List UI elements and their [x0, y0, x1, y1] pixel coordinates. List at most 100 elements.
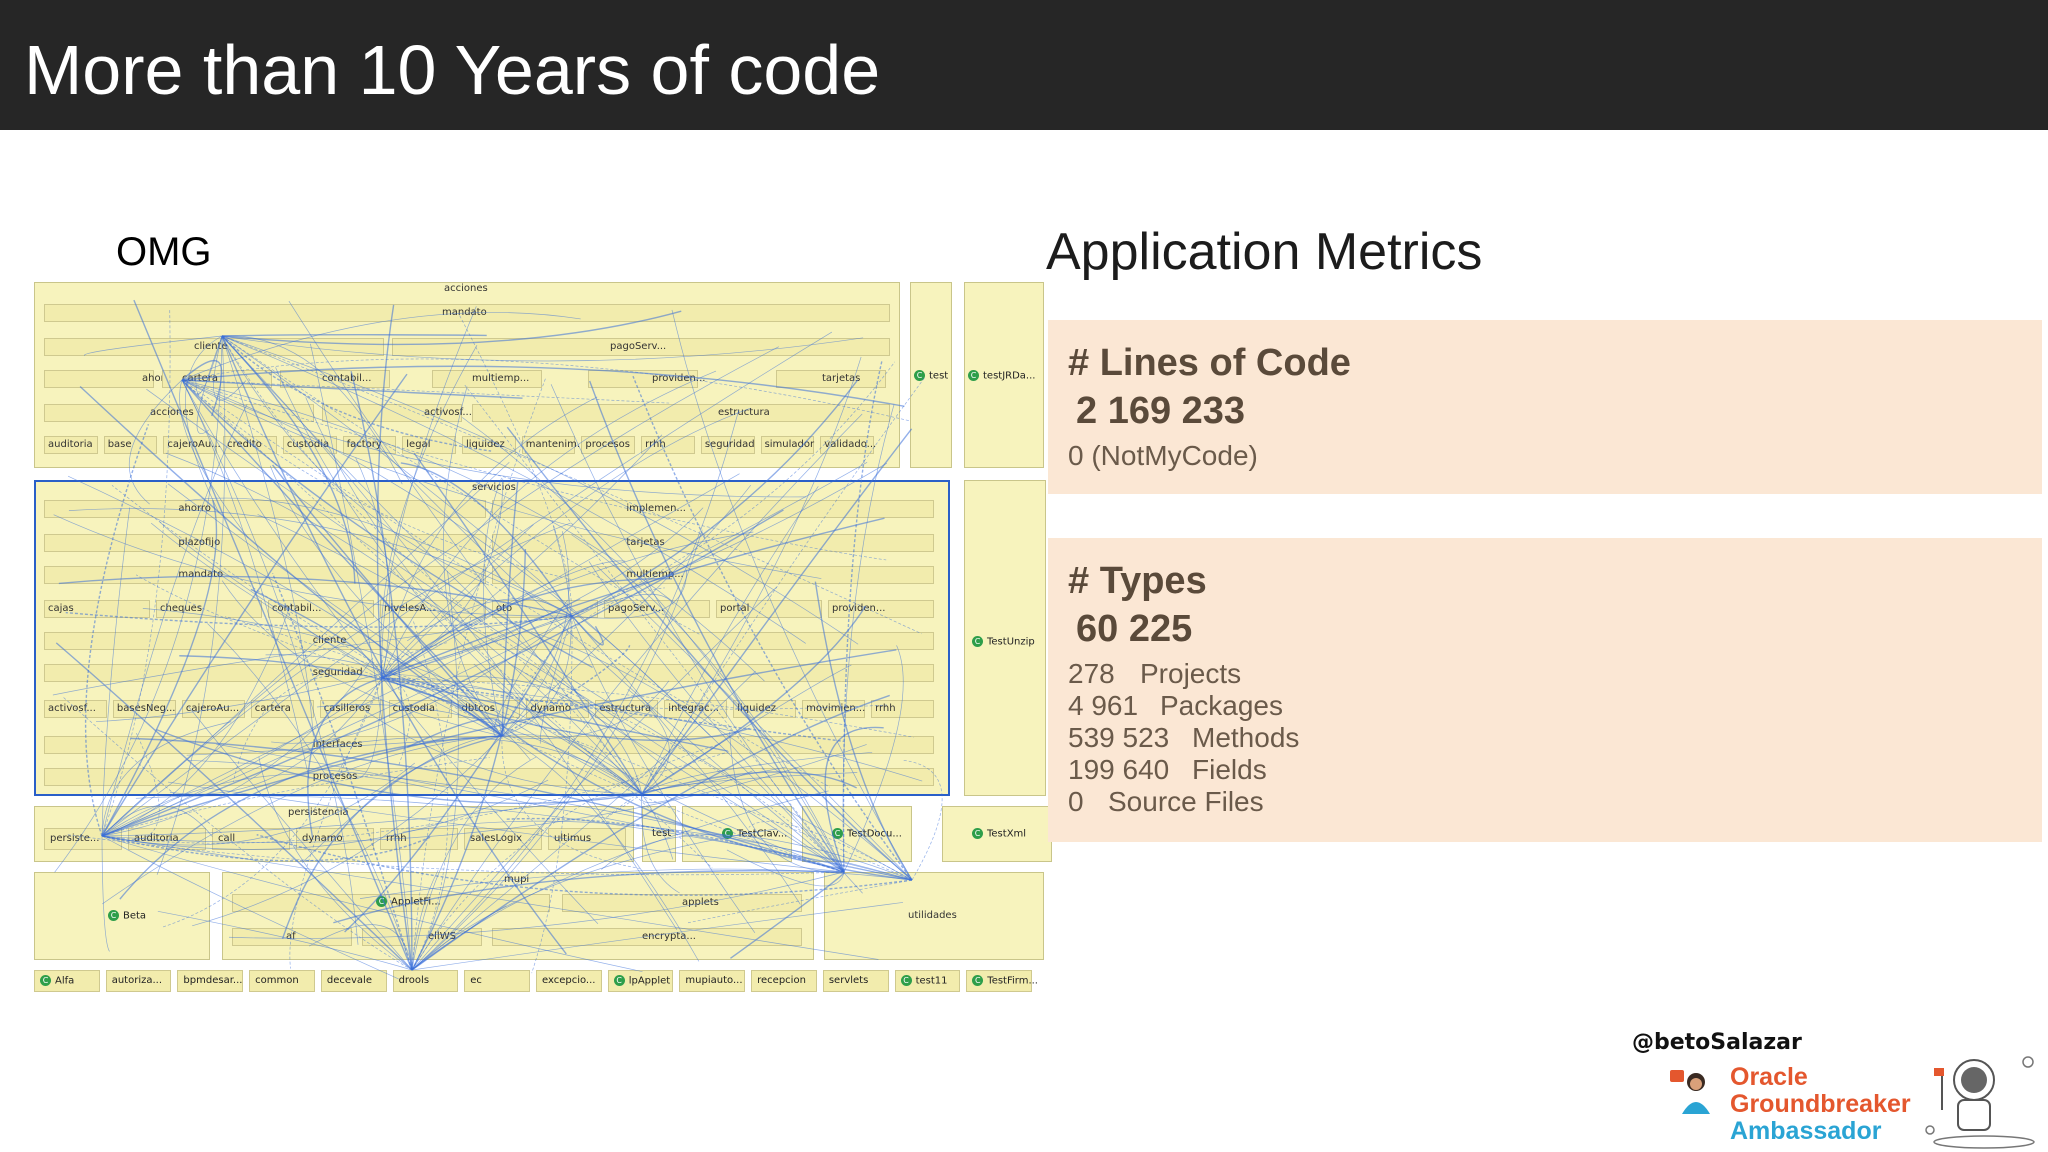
bar-bottom-row — [894, 970, 961, 992]
dependency-edge — [128, 379, 183, 505]
dependency-edge — [501, 735, 640, 869]
dependency-edge — [571, 569, 687, 619]
dependency-edge — [181, 379, 593, 669]
dependency-edge — [381, 473, 740, 679]
dependency-edge — [101, 805, 213, 837]
package-label: persistencia — [288, 807, 349, 818]
dependency-edge — [111, 485, 845, 873]
dependency-edge — [400, 462, 573, 617]
dependency-edge — [101, 373, 408, 837]
badge-line-groundbreaker: Groundbreaker — [1730, 1090, 1911, 1118]
types-heading: # Types — [1068, 560, 1207, 602]
dependency-edge — [411, 619, 449, 971]
dependency-edge — [381, 677, 923, 782]
dependency-edge — [159, 521, 383, 679]
dependency-edge — [824, 726, 884, 873]
dependency-edge — [135, 574, 383, 679]
package-label: dynamo — [530, 703, 572, 714]
dependency-edge — [101, 835, 110, 952]
dependency-edge — [179, 655, 503, 737]
dependency-edge — [307, 677, 383, 838]
dependency-edge — [221, 335, 701, 635]
dependency-edge — [333, 869, 845, 924]
dependency-edge — [288, 300, 643, 795]
dependency-edge — [641, 605, 867, 795]
dependency-edge — [411, 413, 863, 971]
bar-cliente — [44, 338, 384, 356]
package-label: applets — [682, 897, 719, 908]
dependency-edge — [381, 677, 531, 761]
dependency-edge — [101, 649, 897, 837]
dependency-edge — [411, 549, 527, 971]
dependency-edge — [101, 500, 218, 837]
dependency-edge — [507, 662, 845, 873]
dependency-edge — [101, 602, 292, 837]
dependency-edge — [181, 379, 670, 404]
diagram-caption: OMG — [116, 230, 212, 274]
dependency-edge — [101, 331, 833, 837]
dependency-edge — [68, 508, 573, 617]
dependency-edge — [411, 409, 740, 971]
class-label: autoriza... — [111, 975, 163, 986]
dependency-edge — [411, 670, 756, 971]
package-label: procesos — [312, 771, 358, 782]
dependency-edge — [101, 744, 867, 843]
package-label: ultimus — [554, 833, 592, 844]
dependency-edge — [181, 312, 581, 381]
dependency-edge — [381, 677, 914, 738]
dependency-edge — [501, 734, 674, 860]
dependency-edge — [501, 484, 752, 737]
dependency-edge — [156, 728, 643, 805]
dependency-edge — [687, 879, 913, 924]
dependency-edge — [571, 594, 674, 617]
bar-top-row — [760, 436, 815, 454]
dependency-edge — [101, 732, 160, 841]
class-label: C Alfa — [40, 975, 74, 987]
dependency-edge — [381, 677, 728, 752]
dependency-edge — [181, 379, 807, 498]
package-label: casilleros — [323, 703, 371, 714]
bar-bottom-row — [464, 970, 530, 992]
package-label: credito — [227, 439, 262, 450]
package-label: ellWS — [428, 931, 456, 942]
class-icon: C — [972, 975, 984, 986]
bar-encrypta — [492, 928, 802, 946]
class-label: C TestXml — [972, 828, 1026, 840]
class-label: C Beta — [108, 910, 146, 922]
dependency-edge — [232, 674, 383, 782]
dependency-edge — [501, 525, 572, 737]
package-label: seguridad — [312, 667, 363, 678]
dependency-edge — [181, 360, 223, 417]
dependency-edge — [571, 379, 859, 617]
types-row-packages: 4 961 Packages — [1068, 690, 1283, 721]
dependency-edge — [221, 335, 314, 737]
dependency-edge — [281, 735, 503, 939]
dependency-edge — [181, 365, 905, 408]
dependency-edge — [225, 616, 913, 881]
dependency-edge — [350, 371, 413, 971]
loc-sub: 0 (NotMyCode) — [1068, 440, 1258, 471]
dependency-edge — [305, 397, 643, 795]
dependency-edge — [359, 868, 913, 899]
dependency-edge — [181, 379, 310, 780]
package-label: pagoServ... — [608, 603, 665, 614]
dependency-edge — [169, 677, 383, 795]
package-label: implemen... — [626, 503, 686, 514]
dependency-edge — [411, 570, 459, 971]
package-test-item — [942, 806, 1052, 862]
dependency-edge — [101, 835, 432, 862]
bar-persistencia — [464, 828, 542, 850]
dependency-edge — [54, 335, 223, 873]
package-label: salesLogix — [470, 833, 523, 844]
package-label: portal — [720, 603, 750, 614]
dependency-edge — [84, 424, 150, 837]
class-icon: C — [900, 975, 912, 986]
dependency-edge — [297, 736, 643, 795]
dependency-edge — [641, 771, 857, 795]
dependency-edge — [181, 379, 571, 580]
dependency-edge — [101, 346, 779, 837]
dependency-edge — [228, 871, 845, 939]
bar-top-row — [44, 436, 98, 454]
